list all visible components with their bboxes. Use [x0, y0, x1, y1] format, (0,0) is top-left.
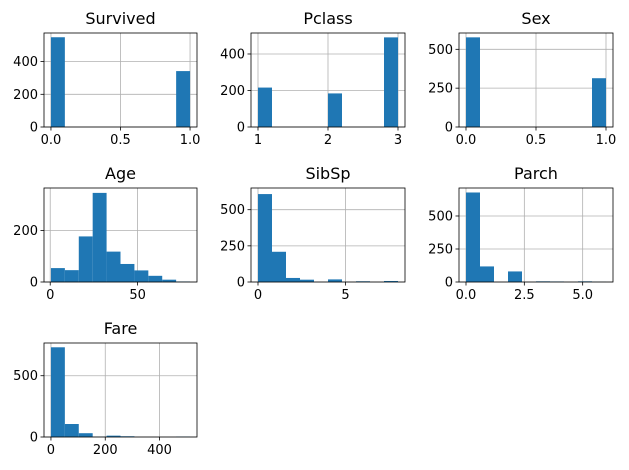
x-tick-label: 0.5: [110, 133, 131, 148]
histogram-bar: [300, 279, 314, 282]
histogram-bar: [78, 236, 93, 282]
axes-frame: [250, 187, 406, 283]
histogram-bar: [134, 270, 149, 282]
x-tick-label: 0.0: [456, 133, 477, 148]
y-tick-label: 0: [30, 121, 38, 136]
histogram-bar: [328, 279, 342, 282]
y-tick-label: 0: [237, 121, 245, 136]
histogram-bar: [106, 435, 121, 437]
y-tick-label: 500: [428, 209, 453, 224]
subplot-title: Age: [105, 164, 136, 183]
x-tick-label: 0: [47, 443, 55, 458]
histogram-bar: [176, 71, 191, 127]
y-tick-label: 400: [220, 47, 245, 62]
histogram-bar: [78, 433, 93, 437]
subplot-title: SibSp: [305, 164, 350, 183]
x-tick-label: 5.0: [572, 288, 593, 303]
y-tick-label: 0: [30, 276, 38, 291]
histogram-bar: [286, 277, 300, 282]
subplot-title: Survived: [85, 9, 155, 28]
y-tick-label: 200: [13, 88, 38, 103]
histogram-bar: [148, 275, 163, 282]
x-tick-label: 400: [147, 443, 172, 458]
x-tick-label: 1: [254, 133, 262, 148]
subplot-survived: 0.0 0.5 1.0 0 200 400 Survived: [13, 9, 200, 148]
x-tick-label: 200: [93, 443, 118, 458]
x-tick-label: 0: [46, 288, 54, 303]
y-tick-label: 0: [30, 431, 38, 446]
x-tick-label: 2: [324, 133, 332, 148]
axes-frame: [43, 187, 198, 283]
subplot-title: Fare: [104, 319, 138, 338]
histogram-bar: [272, 251, 286, 282]
x-tick-label: 2.5: [514, 288, 535, 303]
y-tick-label: 0: [237, 276, 245, 291]
histogram-bar: [50, 37, 65, 127]
histogram-bar: [508, 271, 522, 282]
x-tick-label: 0: [254, 288, 262, 303]
subplot-title: Sex: [521, 9, 550, 28]
histogram-bar: [50, 347, 65, 437]
y-tick-label: 500: [220, 203, 245, 218]
y-tick-label: 250: [428, 82, 453, 97]
histogram-bar: [466, 37, 480, 127]
x-tick-label: 0.0: [41, 133, 62, 148]
axes-frame: [43, 342, 198, 438]
subplot-title: Parch: [514, 164, 558, 183]
histogram-bar: [50, 268, 65, 282]
histogram-bar: [120, 263, 135, 282]
histogram-bar: [466, 192, 480, 282]
x-tick-label: 1.0: [596, 133, 617, 148]
subplot-title: Pclass: [303, 9, 352, 28]
histogram-bar: [480, 266, 494, 282]
y-tick-label: 400: [13, 55, 38, 70]
y-tick-label: 500: [13, 369, 38, 384]
histogram-bar: [384, 280, 398, 282]
x-tick-label: 0.5: [526, 133, 547, 148]
subplot-panels: 0.0 0.5 1.0 0 200 400 Survived 1 2 3 0 200 400 Pclass…: [13, 9, 616, 458]
x-tick-label: 3: [394, 133, 402, 148]
subplot-age: 0 50 0 200 Age: [13, 164, 198, 303]
y-tick-label: 0: [445, 276, 453, 291]
subplot-sex: 0.0 0.5 1.0 0 250 500 Sex: [428, 9, 616, 148]
histogram-bar: [328, 93, 342, 127]
histogram-bar: [64, 424, 79, 437]
histogram-bar: [162, 279, 177, 282]
subplot-sibsp: 0 5 0 250 500 SibSp: [220, 164, 406, 303]
histogram-bar: [258, 194, 272, 282]
y-tick-label: 250: [220, 239, 245, 254]
x-tick-label: 50: [129, 288, 146, 303]
y-tick-label: 500: [428, 43, 453, 58]
histogram-bar: [64, 270, 79, 282]
y-tick-label: 250: [428, 242, 453, 257]
x-tick-label: 0.0: [456, 288, 477, 303]
histogram-bar: [258, 87, 272, 127]
y-tick-label: 200: [13, 224, 38, 239]
y-tick-label: 200: [220, 84, 245, 99]
subplot-fare: 0 200 400 0 500 Fare: [13, 319, 198, 458]
y-tick-label: 0: [445, 121, 453, 136]
axes-frame: [458, 187, 614, 283]
histogram-bar: [592, 78, 606, 127]
subplot-pclass: 1 2 3 0 200 400 Pclass: [220, 9, 406, 148]
subplot-parch: 0.0 2.5 5.0 0 250 500 Parch: [428, 164, 614, 303]
histogram-bar: [92, 192, 107, 282]
x-tick-label: 5: [341, 288, 349, 303]
histogram-bar: [384, 37, 398, 127]
histogram-bar: [106, 251, 121, 282]
x-tick-label: 1.0: [180, 133, 201, 148]
